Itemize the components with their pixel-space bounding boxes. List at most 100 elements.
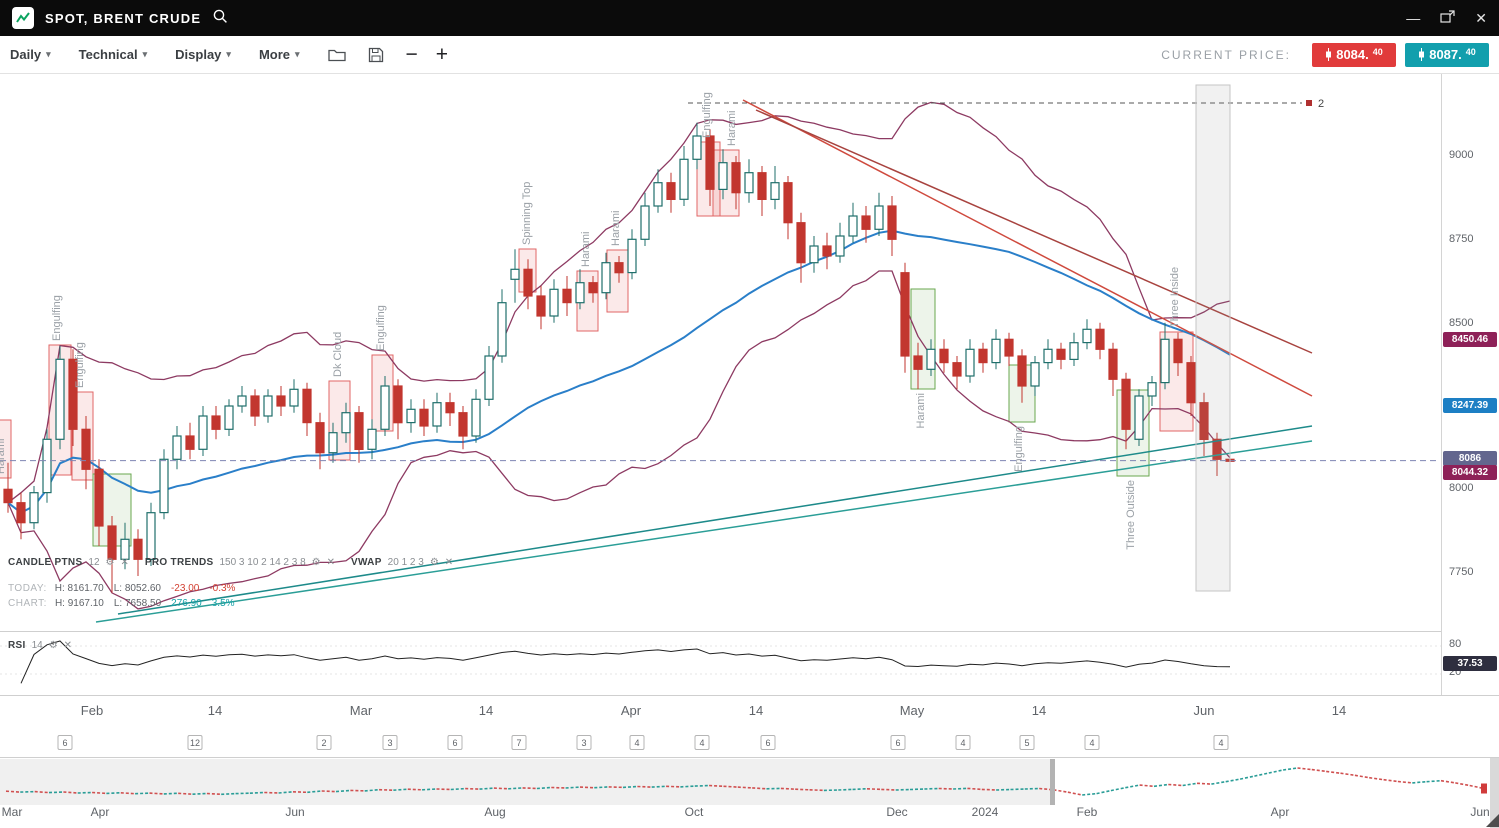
- selection-region[interactable]: [1196, 85, 1230, 591]
- event-marker[interactable]: 2: [317, 735, 332, 750]
- symbol-search-icon[interactable]: [212, 8, 228, 29]
- ask-price-badge[interactable]: 8087.40: [1405, 43, 1489, 67]
- svg-text:Engulfing: Engulfing: [51, 295, 63, 341]
- navigator-axis-label: Dec: [886, 805, 907, 819]
- event-marker[interactable]: 6: [891, 735, 906, 750]
- event-marker[interactable]: 12: [188, 735, 203, 750]
- titlebar: SPOT, BRENT CRUDE — ✕: [0, 0, 1499, 36]
- svg-text:Harami: Harami: [610, 211, 622, 246]
- popout-button[interactable]: [1440, 10, 1455, 26]
- study-close-icon[interactable]: ✕: [64, 640, 72, 651]
- main-chart[interactable]: 2 Harami Engulfing Engulfing Dk Cloud Engulfi…: [0, 74, 1441, 631]
- save-icon[interactable]: [368, 47, 384, 63]
- svg-text:Dk Cloud: Dk Cloud: [332, 332, 344, 377]
- study-vwap: VWAP 20 1 2 3 ⚙ ✕: [351, 557, 453, 568]
- event-marker[interactable]: 6: [448, 735, 463, 750]
- current-price-label: CURRENT PRICE:: [1161, 48, 1291, 62]
- price-axis-label: 7750: [1449, 566, 1473, 578]
- minimize-button[interactable]: —: [1406, 10, 1420, 26]
- navigator-chart[interactable]: [0, 759, 1490, 805]
- date-axis-label: Apr: [621, 703, 641, 718]
- menu-display[interactable]: Display ▾: [175, 47, 231, 62]
- event-marker[interactable]: 4: [1214, 735, 1229, 750]
- chart-change: 276.90: [171, 598, 202, 609]
- line-endpoint-marker[interactable]: [1306, 100, 1312, 106]
- date-axis-label: Mar: [350, 703, 372, 718]
- close-button[interactable]: ✕: [1475, 10, 1487, 27]
- study-close-icon[interactable]: ✕: [445, 557, 453, 568]
- study-params: 20 1 2 3: [388, 557, 424, 568]
- today-high: H: 8161.70: [55, 583, 104, 594]
- event-marker[interactable]: 5: [1020, 735, 1035, 750]
- price-axis-label: 9000: [1449, 149, 1473, 161]
- event-marker[interactable]: 4: [630, 735, 645, 750]
- event-marker[interactable]: 7: [512, 735, 527, 750]
- zoom-out-button[interactable]: −: [406, 44, 418, 65]
- study-params: 12: [88, 557, 99, 568]
- rsi-panel-chart[interactable]: [0, 631, 1441, 695]
- window-title: SPOT, BRENT CRUDE: [45, 11, 201, 26]
- navigator-axis-label: Apr: [91, 805, 110, 819]
- study-params: 150 3 10 2 14 2 3 8: [219, 557, 305, 568]
- study-settings-icon[interactable]: ⚙: [106, 557, 115, 568]
- navigator-axis-label: Aug: [484, 805, 505, 819]
- titlebar-controls: — ✕: [1406, 10, 1487, 27]
- study-settings-icon[interactable]: ⚙: [49, 640, 58, 651]
- event-marker[interactable]: 6: [58, 735, 73, 750]
- study-close-icon[interactable]: ✕: [327, 557, 335, 568]
- svg-text:Engulfing: Engulfing: [74, 342, 86, 388]
- menu-more[interactable]: More ▾: [259, 47, 300, 62]
- rsi-line: [21, 641, 1230, 683]
- study-close-icon[interactable]: ✕: [121, 557, 129, 568]
- bid-price-int: 8084.: [1336, 47, 1369, 62]
- titlebar-left: SPOT, BRENT CRUDE: [12, 7, 228, 29]
- chart-area: 2 Harami Engulfing Engulfing Dk Cloud Engulfi…: [0, 74, 1499, 827]
- navigator-axis-label: Oct: [685, 805, 704, 819]
- navigator-axis-label: Apr: [1271, 805, 1290, 819]
- toolbar: Daily ▾ Technical ▾ Display ▾ More ▾ − +…: [0, 36, 1499, 74]
- bid-price-badge[interactable]: 8084.40: [1312, 43, 1396, 67]
- event-marker[interactable]: 6: [761, 735, 776, 750]
- resize-grip-icon[interactable]: [1486, 814, 1499, 827]
- svg-text:Harami: Harami: [726, 111, 738, 146]
- study-pro-trends: PRO TRENDS 150 3 10 2 14 2 3 8 ⚙ ✕: [145, 557, 335, 568]
- chevron-down-icon: ▾: [46, 49, 51, 60]
- navigator-axis-label: Mar: [2, 805, 23, 819]
- candle-icon: [1325, 48, 1332, 61]
- study-settings-icon[interactable]: ⚙: [312, 557, 321, 568]
- svg-text:Three Outside: Three Outside: [1125, 480, 1137, 550]
- event-marker[interactable]: 3: [383, 735, 398, 750]
- today-low: L: 8052.60: [114, 583, 161, 594]
- open-folder-icon[interactable]: [328, 47, 346, 62]
- event-marker[interactable]: 4: [956, 735, 971, 750]
- line-marker-label: 2: [1318, 98, 1324, 110]
- event-marker[interactable]: 3: [577, 735, 592, 750]
- event-marker[interactable]: 4: [695, 735, 710, 750]
- svg-text:Engulfing: Engulfing: [375, 305, 387, 351]
- price-axis-label: 8000: [1449, 482, 1473, 494]
- zoom-in-button[interactable]: +: [436, 44, 448, 65]
- study-name: PRO TRENDS: [145, 557, 214, 568]
- nav-range-handle[interactable]: [1050, 759, 1055, 805]
- price-badge: 8086: [1443, 451, 1497, 466]
- date-axis-label: 14: [1032, 703, 1046, 718]
- chart-stats-row: CHART: H: 9167.10 L: 7658.50 276.90 3.5%: [8, 596, 469, 611]
- today-label: TODAY:: [8, 583, 47, 594]
- menu-display-label: Display: [175, 47, 221, 62]
- menu-technical[interactable]: Technical ▾: [79, 47, 148, 62]
- price-badge: 8247.39: [1443, 398, 1497, 413]
- nav-out-of-range-mask: [0, 759, 1053, 805]
- menu-periodicity[interactable]: Daily ▾: [10, 47, 51, 62]
- svg-text:Engulfing: Engulfing: [701, 92, 713, 138]
- date-axis-label: 14: [1332, 703, 1346, 718]
- event-marker[interactable]: 4: [1085, 735, 1100, 750]
- candle-icon: [1418, 48, 1425, 61]
- rsi-value-badge: 37.53: [1443, 656, 1497, 671]
- svg-text:Harami: Harami: [0, 439, 7, 474]
- chevron-down-icon: ▾: [295, 49, 300, 60]
- date-axis-label: 14: [208, 703, 222, 718]
- study-settings-icon[interactable]: ⚙: [430, 557, 439, 568]
